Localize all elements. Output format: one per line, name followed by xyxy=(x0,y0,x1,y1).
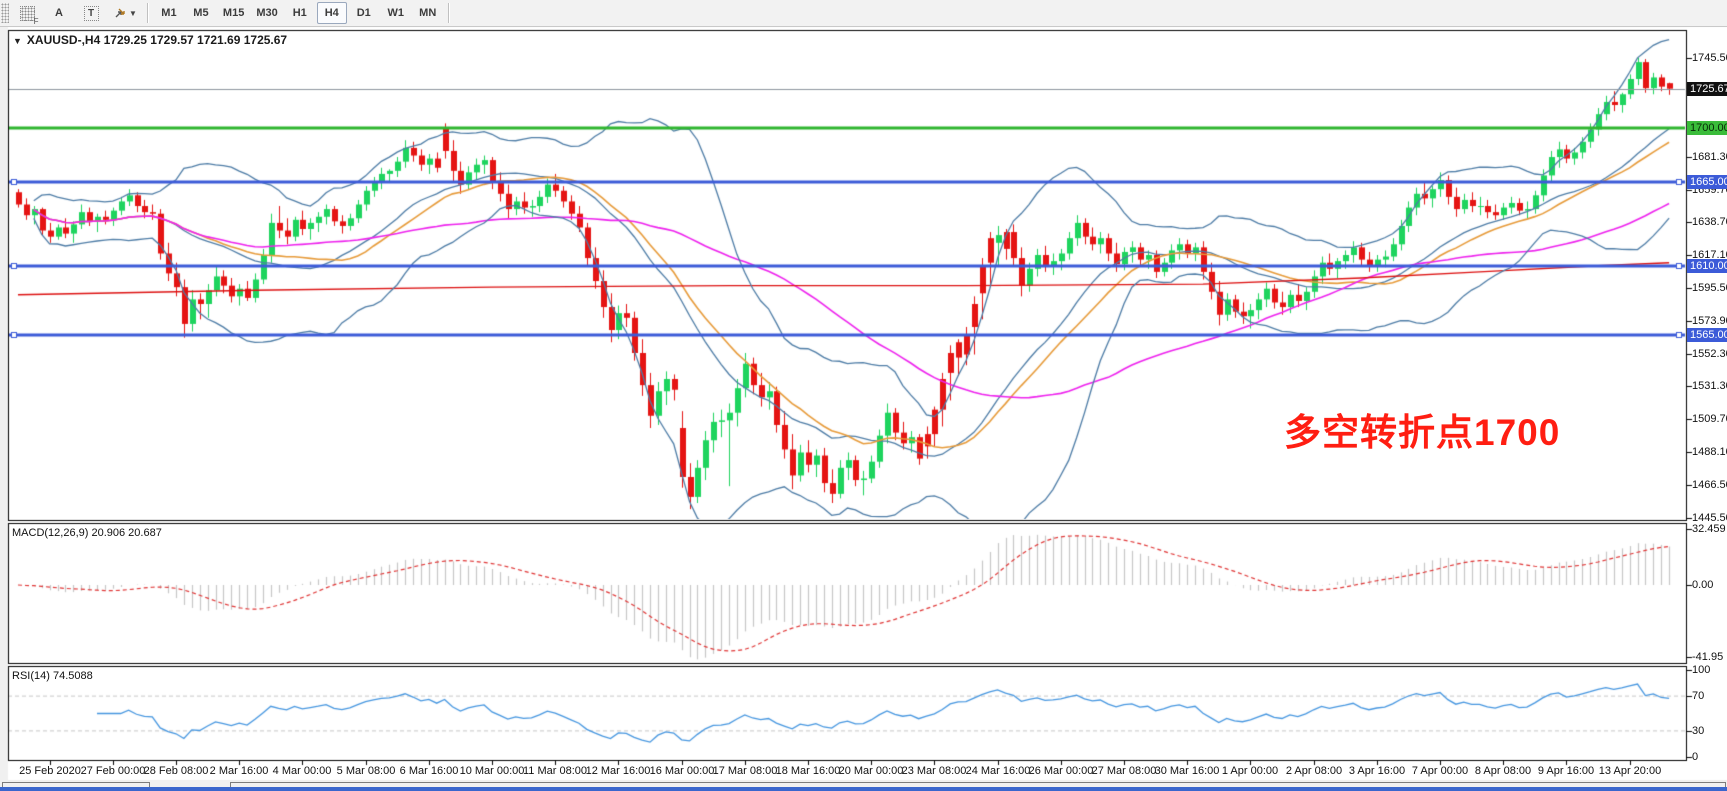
chart-title: ▼ XAUUSD-,H4 1729.25 1729.57 1721.69 1725… xyxy=(13,33,287,47)
date-axis-label: 10 Mar 00:00 xyxy=(459,765,525,777)
date-axis-label: 28 Feb 08:00 xyxy=(143,765,209,777)
date-axis-label: 23 Mar 08:00 xyxy=(901,765,967,777)
date-axis-label: 4 Mar 00:00 xyxy=(272,765,332,777)
date-axis-label: 30 Mar 16:00 xyxy=(1154,765,1220,777)
date-axis-label: 1 Apr 00:00 xyxy=(1221,765,1279,777)
price-axis-label: 1595.50 xyxy=(1692,281,1727,294)
price-axis-label: 1745.50 xyxy=(1692,52,1727,65)
rsi-axis-label: 0 xyxy=(1692,751,1699,763)
date-axis-label: 6 Mar 16:00 xyxy=(399,765,459,777)
text-label-icon: T xyxy=(83,5,99,21)
date-axis-label: 7 Apr 00:00 xyxy=(1411,765,1469,777)
macd-axis-label: -41.95 xyxy=(1692,650,1724,663)
date-axis-label: 9 Apr 16:00 xyxy=(1537,765,1595,777)
date-axis-label: 8 Apr 08:00 xyxy=(1474,765,1532,777)
price-axis-label: 1552.30 xyxy=(1692,348,1727,361)
price-axis-label: 1466.50 xyxy=(1692,479,1727,492)
date-axis-label: 13 Apr 20:00 xyxy=(1598,765,1662,777)
timeframe-button-mn[interactable]: MN xyxy=(419,7,437,19)
date-axis-label: 24 Mar 16:00 xyxy=(965,765,1031,777)
toolbar-separator xyxy=(146,3,149,23)
date-axis-label: 18 Mar 16:00 xyxy=(775,765,841,777)
chart-text-annotation[interactable]: 多空转折点1700 xyxy=(1284,412,1561,453)
price-axis-label: 1509.70 xyxy=(1692,413,1727,426)
toolbar-separator xyxy=(447,3,450,23)
timeframe-button-m5[interactable]: M5 xyxy=(193,7,209,19)
timeframe-button-w1[interactable]: W1 xyxy=(387,7,404,19)
date-axis-label: 2 Mar 16:00 xyxy=(209,765,269,777)
date-axis-label: 3 Apr 16:00 xyxy=(1348,765,1406,777)
price-axis-label: 1488.10 xyxy=(1692,446,1727,459)
date-axis-label: 25 Feb 2020 xyxy=(19,765,81,777)
level-price-tag: 1610.00 xyxy=(1687,258,1727,273)
date-axis-label: 27 Feb 00:00 xyxy=(80,765,146,777)
timeframe-button-m1[interactable]: M1 xyxy=(161,7,177,19)
price-axis-label: 1531.30 xyxy=(1692,380,1727,393)
price-axis-label: 1638.70 xyxy=(1692,215,1727,228)
symbol-dropdown-icon[interactable]: ▼ xyxy=(13,36,22,46)
timeframe-button-m15[interactable]: M15 xyxy=(222,7,245,19)
date-axis-label: 16 Mar 00:00 xyxy=(649,765,715,777)
macd-axis-label: 32.459 xyxy=(1692,523,1726,536)
snap-grid-icon: F xyxy=(19,5,39,26)
current-price-tag: 1725.67 xyxy=(1687,81,1727,96)
price-axis-label: 1445.50 xyxy=(1692,511,1727,524)
date-axis-label: 2 Apr 08:00 xyxy=(1285,765,1343,777)
timeframe-button-h4[interactable]: H4 xyxy=(316,2,347,24)
date-axis-label: 20 Mar 00:00 xyxy=(838,765,904,777)
macd-axis-label: 0.00 xyxy=(1692,579,1714,591)
price-axis-label: 1617.10 xyxy=(1692,248,1727,261)
date-axis-label: 26 Mar 00:00 xyxy=(1028,765,1094,777)
date-axis-label: 12 Mar 16:00 xyxy=(585,765,651,777)
date-axis-label: 11 Mar 08:00 xyxy=(522,765,588,777)
toolbar: F A T ▼ M1 M5 M15 M30 H1 H4 D1 W1 MN xyxy=(0,0,1727,27)
rsi-indicator-label: RSI(14) 74.5088 xyxy=(12,670,93,682)
level-price-tag: 1565.00 xyxy=(1687,327,1727,342)
macd-indicator-label: MACD(12,26,9) 20.906 20.687 xyxy=(12,527,162,539)
toolbar-drag-handle[interactable] xyxy=(1,3,9,23)
timeframe-group: M1 M5 M15 M30 H1 H4 D1 W1 MN xyxy=(153,2,444,24)
date-axis-label: 27 Mar 08:00 xyxy=(1091,765,1157,777)
text-label-tool-button[interactable]: T xyxy=(76,2,106,24)
tools-group: F A T ▼ xyxy=(11,2,143,26)
level-price-tag: 1700.00 xyxy=(1687,120,1727,135)
chart-title-text: XAUUSD-,H4 1729.25 1729.57 1721.69 1725.… xyxy=(26,33,288,47)
arrows-tool-button[interactable]: ▼ xyxy=(108,2,142,24)
price-axis-label: 1573.90 xyxy=(1692,314,1727,327)
status-bar-cell xyxy=(2,782,150,791)
chevron-down-icon: ▼ xyxy=(129,8,137,18)
arrows-icon xyxy=(115,8,125,18)
rsi-axis-label: 30 xyxy=(1692,724,1705,737)
status-bar xyxy=(0,780,1727,791)
level-price-tag: 1665.00 xyxy=(1687,174,1727,189)
rsi-axis-label: 100 xyxy=(1692,664,1711,676)
snap-grid-tool-button[interactable]: F xyxy=(12,2,42,26)
status-bar-cell xyxy=(230,782,1726,791)
timeframe-button-d1[interactable]: D1 xyxy=(356,7,371,19)
window-bottom-strip xyxy=(0,787,1727,791)
price-axis-label: 1681.30 xyxy=(1692,150,1727,163)
font-tool-button[interactable]: A xyxy=(55,7,63,19)
timeframe-button-m30[interactable]: M30 xyxy=(256,7,278,19)
rsi-axis-label: 70 xyxy=(1692,690,1705,703)
timeframe-button-h1[interactable]: H1 xyxy=(292,7,307,19)
date-axis-label: 5 Mar 08:00 xyxy=(336,765,396,777)
date-axis-label: 17 Mar 08:00 xyxy=(712,765,778,777)
